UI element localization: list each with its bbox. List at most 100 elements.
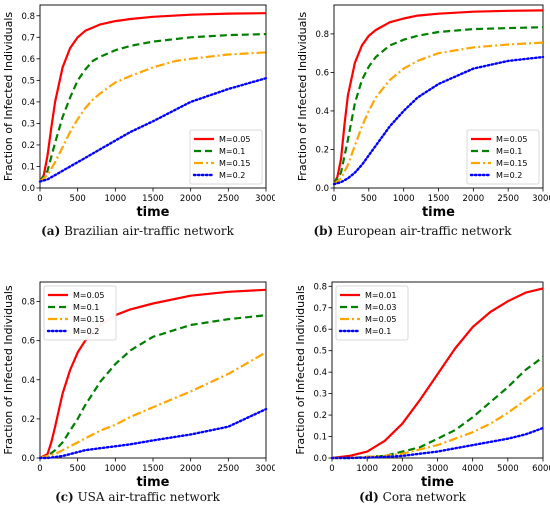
caption-b-tag: (b) <box>313 224 334 238</box>
legend-entry: M=0.1 <box>219 147 245 156</box>
y-tick-label: 0.6 <box>21 55 35 65</box>
x-axis-label: time <box>421 475 454 490</box>
series-line-M=0.1 <box>39 314 267 460</box>
legend: M=0.05 M=0.1 M=0.15 M=0.2 <box>466 129 540 185</box>
x-tick-label: 1000 <box>393 194 415 204</box>
x-tick-label: 2500 <box>218 194 240 204</box>
y-tick-label: 0.0 <box>315 184 329 194</box>
chart-panel-c: 0 500 1000 1500 2000 2500 3000 0.0 0.2 0.4 0.6 0.8 t… <box>0 260 275 520</box>
series-line-M=0.2 <box>332 55 545 186</box>
caption-c-text: USA air-traffic network <box>77 490 220 504</box>
legend-entry: M=0.1 <box>73 303 99 312</box>
caption-a: (a) Brazilian air-traffic network <box>0 224 275 238</box>
legend-entry: M=0.15 <box>496 159 527 168</box>
y-tick-label: 0.8 <box>313 282 327 292</box>
y-tick-label: 0.2 <box>21 415 35 425</box>
x-tick-label: 2000 <box>180 464 202 474</box>
caption-c: (c) USA air-traffic network <box>0 490 275 504</box>
caption-a-text: Brazilian air-traffic network <box>64 224 234 238</box>
x-tick-label: 3000 <box>255 464 275 474</box>
legend-entry: M=0.15 <box>73 315 104 324</box>
x-tick-label: 500 <box>361 194 377 204</box>
y-tick-label: 0.4 <box>315 107 329 117</box>
y-tick-label: 0.4 <box>313 368 327 378</box>
legend-entry: M=0.1 <box>365 327 391 336</box>
y-tick-label: 0.5 <box>21 76 35 86</box>
x-tick-label: 500 <box>70 464 86 474</box>
y-tick-label: 0.3 <box>313 390 327 400</box>
y-tick-label: 0.4 <box>21 376 35 386</box>
y-tick-label: 0.8 <box>21 298 35 308</box>
y-tick-label: 0.7 <box>313 304 327 314</box>
y-tick-label: 0.2 <box>313 411 327 421</box>
chart-panel-b: 0 500 1000 1500 2000 2500 3000 0.0 0.2 0.4 0.6 0.8 t… <box>275 0 550 260</box>
series-line-M=0.1 <box>333 26 544 185</box>
y-tick-label: 0.2 <box>21 141 35 151</box>
x-tick-label: 0 <box>37 194 42 204</box>
y-tick-label: 0.8 <box>315 30 329 40</box>
series-line-M=0.05 <box>39 12 267 183</box>
x-tick-label: 5000 <box>497 464 519 474</box>
y-tick-label: 0.1 <box>21 162 35 172</box>
y-tick-label: 0.0 <box>21 184 35 194</box>
y-axis-label: Fraction of Infected Individuals <box>2 285 15 455</box>
y-tick-label: 0.8 <box>21 12 35 22</box>
x-axis-label: time <box>422 205 455 220</box>
caption-d-text: Cora network <box>382 490 466 504</box>
chart-panel-a: 0 500 1000 1500 2000 2500 3000 0.0 0.1 0.2 0.3 0.4 0… <box>0 0 275 260</box>
x-axis-label: time <box>136 475 169 490</box>
y-tick-label: 0.5 <box>313 347 327 357</box>
legend: M=0.05 M=0.1 M=0.15 M=0.2 <box>43 285 117 341</box>
x-tick-label: 2500 <box>218 464 240 474</box>
series-line-M=0.15 <box>39 351 267 460</box>
legend-entry: M=0.1 <box>496 147 522 156</box>
chart-a-svg: 0 500 1000 1500 2000 2500 3000 0.0 0.1 0.2 0.3 0.4 0… <box>2 4 275 220</box>
legend-box <box>43 285 117 341</box>
legend: M=0.01 M=0.03 M=0.05 M=0.1 <box>335 285 409 341</box>
x-tick-label: 2000 <box>392 464 414 474</box>
y-axis-label: Fraction of Infected Individuals <box>294 285 307 455</box>
y-tick-label: 0.6 <box>315 68 329 78</box>
x-tick-label: 2000 <box>180 194 202 204</box>
x-tick-label: 4000 <box>462 464 484 474</box>
y-tick-label: 0.2 <box>315 145 329 155</box>
x-tick-label: 1500 <box>142 194 164 204</box>
legend-entry: M=0.2 <box>219 171 245 180</box>
caption-d-tag: (d) <box>359 490 379 504</box>
x-tick-label: 1000 <box>356 464 378 474</box>
legend-entry: M=0.05 <box>73 291 104 300</box>
x-tick-label: 3000 <box>255 194 275 204</box>
legend-entry: M=0.05 <box>365 315 396 324</box>
y-tick-label: 0.6 <box>21 337 35 347</box>
x-tick-label: 0 <box>329 464 334 474</box>
legend-entry: M=0.2 <box>73 327 99 336</box>
series-line-M=0.05 <box>332 9 544 185</box>
x-tick-label: 3000 <box>532 194 550 204</box>
series-line-M=0.15 <box>39 51 267 183</box>
legend-entry: M=0.05 <box>219 135 250 144</box>
series-line-M=0.1 <box>39 33 267 183</box>
y-axis-label: Fraction of Infected Individuals <box>296 12 309 182</box>
y-tick-label: 0.4 <box>21 98 35 108</box>
x-tick-label: 1000 <box>105 464 127 474</box>
legend-box <box>189 129 263 185</box>
caption-d: (d) Cora network <box>275 490 550 504</box>
series-line-M=0.05 <box>332 386 544 460</box>
chart-c-svg: 0 500 1000 1500 2000 2500 3000 0.0 0.2 0.4 0.6 0.8 t… <box>2 281 275 490</box>
legend-entry: M=0.03 <box>365 303 396 312</box>
x-tick-label: 2000 <box>463 194 485 204</box>
x-tick-label: 1000 <box>105 194 127 204</box>
x-axis-label: time <box>136 205 169 220</box>
legend: M=0.05 M=0.1 M=0.15 M=0.2 <box>189 129 263 185</box>
caption-b: (b) European air-traffic network <box>275 224 550 238</box>
legend-entry: M=0.15 <box>219 159 250 168</box>
y-axis-label: Fraction of Infected Individuals <box>2 12 15 182</box>
series-line-M=0.15 <box>333 41 544 185</box>
series-line-M=0.2 <box>38 76 268 183</box>
legend-box <box>466 129 540 185</box>
x-tick-label: 1500 <box>142 464 164 474</box>
x-tick-label: 500 <box>70 194 86 204</box>
series-line-M=0.05 <box>39 288 267 459</box>
